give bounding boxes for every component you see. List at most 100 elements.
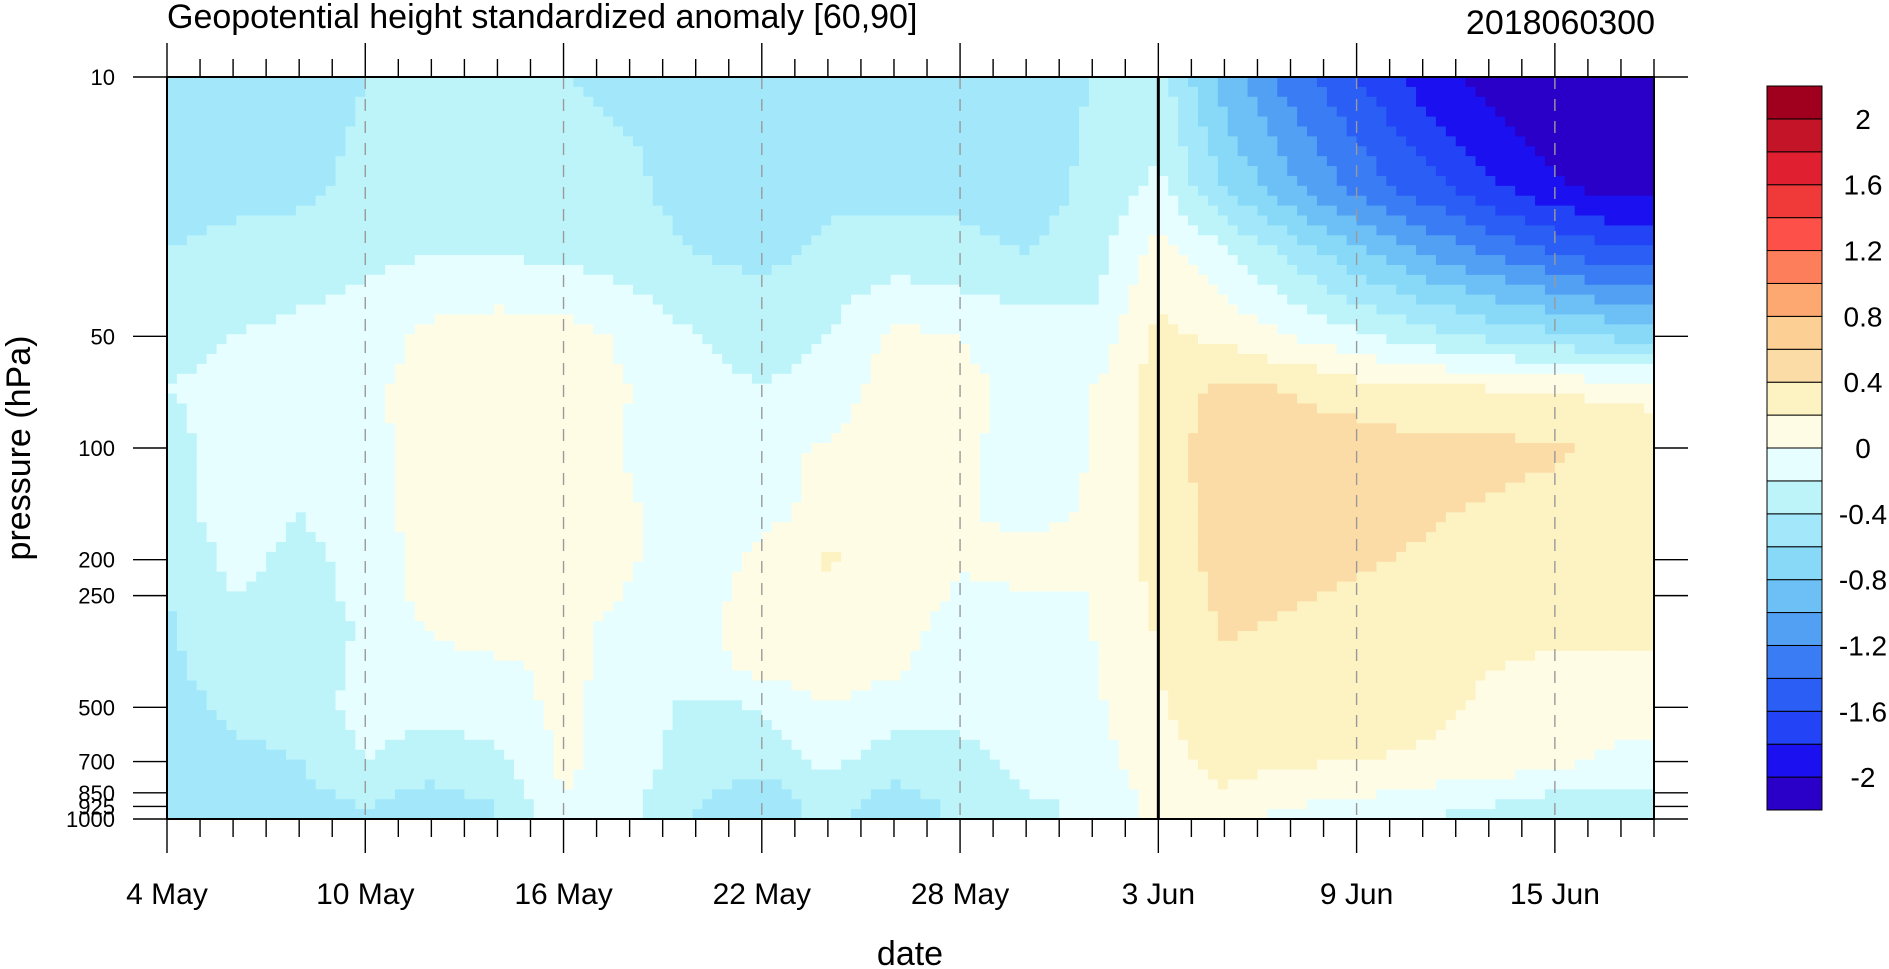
field-cell — [969, 354, 981, 365]
field-cell — [732, 264, 743, 276]
field-cell — [1277, 284, 1288, 296]
field-cell — [216, 344, 228, 355]
field-cell — [256, 255, 267, 266]
field-cell — [1336, 225, 1348, 236]
field-cell — [395, 255, 406, 266]
field-cell — [276, 146, 287, 157]
field-cell — [494, 96, 505, 108]
field-cell — [1138, 195, 1150, 207]
field-cell — [930, 116, 941, 128]
field-cell — [741, 106, 753, 118]
field-cell — [1019, 304, 1031, 316]
field-cell — [395, 344, 406, 355]
field-cell — [1197, 304, 1209, 316]
field-cell — [1316, 344, 1328, 355]
field-cell — [771, 106, 783, 118]
field-cell — [1346, 136, 1358, 147]
field-cell — [484, 156, 495, 167]
field-cell — [454, 136, 465, 147]
field-cell — [186, 77, 198, 88]
field-cell — [186, 126, 198, 137]
field-cell — [672, 126, 684, 137]
field-cell — [504, 344, 515, 355]
field-cell — [563, 86, 575, 98]
field-cell — [1416, 106, 1427, 118]
field-cell — [583, 274, 594, 286]
field-cell — [940, 106, 951, 118]
field-cell — [504, 334, 515, 345]
field-cell — [543, 175, 555, 187]
field-cell — [880, 324, 892, 335]
field-cell — [920, 126, 931, 137]
field-cell — [1316, 185, 1328, 197]
field-cell — [285, 146, 297, 157]
field-cell — [781, 324, 793, 335]
anomaly-field — [167, 77, 1654, 819]
field-cell — [1098, 205, 1110, 217]
field-cell — [315, 294, 327, 306]
field-cell — [523, 393, 535, 405]
field-cell — [851, 136, 862, 147]
field-cell — [1356, 245, 1368, 256]
field-cell — [414, 146, 426, 157]
field-cell — [682, 264, 693, 276]
field-cell — [1009, 344, 1021, 355]
field-cell — [414, 383, 426, 395]
field-cell — [1475, 324, 1487, 335]
field-cell — [365, 314, 376, 325]
field-cell — [1445, 334, 1457, 345]
field-cell — [1544, 245, 1556, 256]
field-cell — [543, 166, 555, 177]
field-cell — [494, 225, 505, 236]
field-cell — [1088, 284, 1100, 296]
field-cell — [563, 225, 575, 236]
field-cell — [890, 334, 902, 345]
field-cell — [702, 215, 713, 226]
field-cell — [167, 383, 178, 395]
field-cell — [900, 284, 912, 296]
field-cell — [672, 205, 684, 217]
field-cell — [1287, 324, 1298, 335]
field-cell — [989, 116, 1001, 128]
field-cell — [950, 166, 961, 177]
field-cell — [1406, 166, 1417, 177]
field-cell — [791, 185, 803, 197]
field-cell — [860, 116, 872, 128]
field-cell — [563, 166, 575, 177]
field-cell — [1257, 156, 1268, 167]
field-cell — [1366, 156, 1378, 167]
field-cell — [811, 106, 822, 118]
field-cell — [1079, 106, 1090, 118]
field-cell — [1178, 116, 1189, 128]
field-cell — [563, 245, 575, 256]
field-cell — [1574, 156, 1586, 167]
field-cell — [1564, 205, 1576, 217]
field-cell — [196, 77, 208, 88]
field-cell — [979, 175, 991, 187]
field-cell — [335, 136, 347, 147]
field-cell — [831, 245, 842, 256]
field-cell — [513, 96, 525, 108]
field-cell — [613, 175, 624, 187]
field-cell — [325, 146, 337, 157]
field-cell — [484, 146, 495, 157]
field-cell — [295, 106, 307, 118]
field-cell — [950, 205, 961, 217]
field-cell — [950, 195, 961, 207]
field-cell — [404, 373, 416, 385]
field-cell — [385, 146, 396, 157]
field-cell — [1515, 175, 1526, 187]
field-cell — [1396, 255, 1407, 266]
field-cell — [434, 136, 446, 147]
field-cell — [186, 235, 198, 246]
field-cell — [305, 136, 317, 147]
field-cell — [722, 284, 733, 296]
field-cell — [979, 314, 991, 325]
field-cell — [781, 334, 793, 345]
field-cell — [1326, 116, 1338, 128]
field-cell — [1445, 304, 1457, 316]
field-cell — [1059, 215, 1070, 226]
field-cell — [444, 334, 456, 345]
field-cell — [999, 235, 1011, 246]
field-cell — [870, 264, 882, 276]
